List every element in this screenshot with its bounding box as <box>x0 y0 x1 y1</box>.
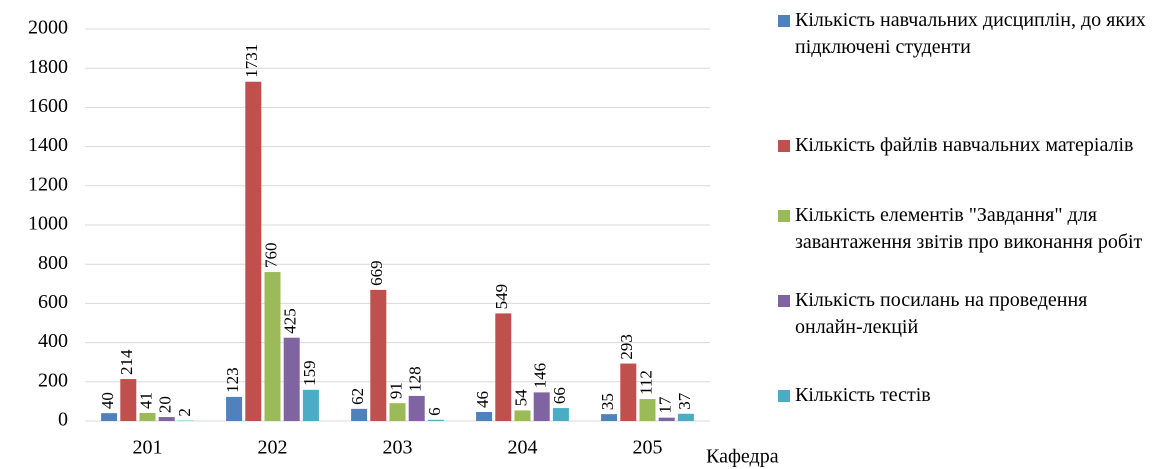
value-label: 54 <box>511 389 530 407</box>
value-label: 20 <box>156 396 175 413</box>
bar <box>226 396 243 421</box>
legend-label: Кількість посилань на проведення онлайн-… <box>795 289 1088 338</box>
legend-swatch <box>778 210 790 222</box>
value-label: 41 <box>136 392 155 409</box>
legend-swatch <box>778 390 790 402</box>
bar <box>476 411 493 421</box>
y-tick-label: 600 <box>38 291 68 313</box>
bar <box>552 408 569 421</box>
legend-item: Кількість тестів <box>775 382 1150 409</box>
value-label: 35 <box>598 393 617 410</box>
value-label: 549 <box>492 284 511 310</box>
legend-item: Кількість елементів "Завдання" для заван… <box>775 202 1150 256</box>
bar <box>389 403 406 421</box>
value-label: 425 <box>281 308 300 334</box>
y-tick-label: 2000 <box>28 17 68 39</box>
value-label: 123 <box>223 367 242 393</box>
y-tick-label: 0 <box>58 409 68 431</box>
x-axis-title: Кафедра <box>706 446 779 468</box>
x-tick-label: 202 <box>258 437 288 459</box>
x-tick-label: 203 <box>383 437 413 459</box>
bar <box>677 413 694 421</box>
bar <box>495 313 512 421</box>
value-label: 40 <box>98 392 117 409</box>
value-label: 159 <box>300 360 319 386</box>
value-label: 2 <box>175 408 194 417</box>
value-label: 62 <box>348 388 367 405</box>
bar <box>620 363 637 421</box>
bar <box>264 272 281 421</box>
bar <box>101 413 118 421</box>
legend-label: Кількість елементів "Завдання" для заван… <box>795 204 1143 253</box>
value-label: 214 <box>117 349 136 375</box>
value-label: 37 <box>675 392 694 410</box>
bar <box>639 399 656 421</box>
bar <box>370 289 387 421</box>
y-tick-label: 1400 <box>28 134 68 156</box>
value-label: 669 <box>367 260 386 286</box>
y-tick-label: 1800 <box>28 56 68 78</box>
legend-swatch <box>778 295 790 307</box>
value-label: 91 <box>386 382 405 399</box>
legend-label: Кількість тестів <box>795 384 931 406</box>
value-label: 1731 <box>242 44 261 78</box>
value-label: 17 <box>656 396 675 414</box>
legend-swatch <box>778 15 790 27</box>
y-tick-label: 800 <box>38 252 68 274</box>
bar <box>514 410 531 421</box>
bar <box>120 379 137 421</box>
bar <box>139 412 156 421</box>
legend-item: Кількість навчальних дисциплін, до яких … <box>775 7 1150 61</box>
value-label: 146 <box>531 363 550 389</box>
bar <box>533 392 550 421</box>
bar <box>601 414 618 421</box>
y-tick-label: 1200 <box>28 173 68 195</box>
bar <box>302 389 319 421</box>
value-label: 66 <box>550 387 569 404</box>
bar <box>158 417 175 421</box>
y-tick-label: 200 <box>38 369 68 391</box>
legend-label: Кількість навчальних дисциплін, до яких … <box>795 9 1146 58</box>
legend-label: Кількість файлів навчальних матеріалів <box>795 134 1134 156</box>
value-label: 46 <box>473 391 492 408</box>
value-label: 760 <box>261 243 280 269</box>
legend-swatch <box>778 140 790 152</box>
value-label: 6 <box>425 407 444 416</box>
value-label: 112 <box>636 370 655 395</box>
bar <box>658 417 675 421</box>
bar <box>283 337 300 421</box>
legend-item: Кількість файлів навчальних матеріалів <box>775 132 1150 159</box>
y-tick-label: 1000 <box>28 213 68 235</box>
bar <box>427 419 444 421</box>
legend-item: Кількість посилань на проведення онлайн-… <box>775 287 1150 341</box>
x-tick-label: 205 <box>633 437 663 459</box>
x-tick-label: 201 <box>133 437 163 459</box>
bar <box>245 81 262 421</box>
value-label: 293 <box>617 334 636 360</box>
value-label: 128 <box>406 366 425 392</box>
x-tick-label: 204 <box>508 437 538 459</box>
bar <box>408 395 425 421</box>
y-tick-label: 1600 <box>28 95 68 117</box>
y-tick-label: 400 <box>38 330 68 352</box>
bar <box>351 408 368 421</box>
